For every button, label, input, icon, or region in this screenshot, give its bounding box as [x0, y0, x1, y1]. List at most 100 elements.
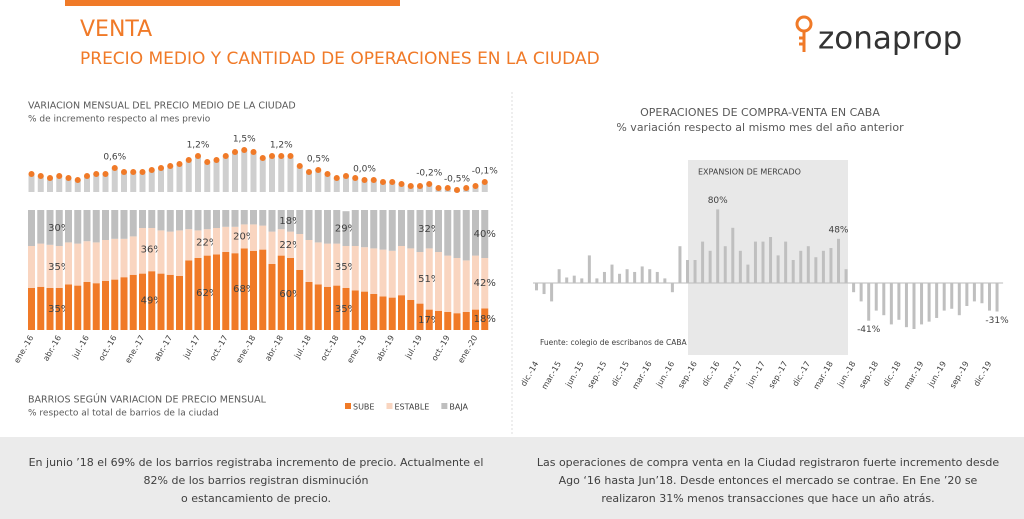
bar-segment — [102, 280, 109, 330]
data-label: 68% — [233, 284, 255, 295]
bar — [121, 172, 127, 192]
logo-icon — [795, 15, 813, 52]
bar — [269, 156, 275, 192]
chart-subtitle: % variación respecto al mismo mes del añ… — [616, 121, 904, 134]
bar-segment — [472, 309, 479, 330]
bar-segment — [157, 210, 165, 231]
dot — [111, 165, 118, 171]
bar-segment — [28, 210, 35, 246]
x-tick-label: jul.-18 — [292, 334, 313, 361]
x-tick-label: dic.-15 — [610, 360, 631, 388]
bar-segment — [240, 224, 248, 249]
bar — [799, 250, 803, 283]
bar — [84, 176, 90, 192]
bar-segment — [370, 294, 378, 330]
bar-segment — [185, 260, 193, 330]
bar-segment — [157, 273, 165, 330]
bar — [361, 180, 368, 192]
x-tick-label: mar.-15 — [540, 360, 563, 391]
data-label: 1,2% — [187, 141, 210, 151]
bar-segment — [28, 288, 35, 330]
note-text: Las operaciones de compra venta en la Ci… — [537, 456, 1000, 469]
bar-segment — [83, 282, 91, 330]
bar — [912, 283, 916, 329]
legend-label: ESTABLE — [394, 403, 429, 412]
bar-segment — [333, 243, 341, 286]
bar-segment — [83, 210, 91, 242]
bar-segment — [231, 226, 239, 254]
bar-segment — [287, 210, 294, 232]
bar — [806, 246, 810, 283]
bar-segment — [231, 210, 239, 227]
x-tick-label: ene.-16 — [12, 334, 35, 365]
bar — [686, 260, 689, 283]
bar-segment — [250, 224, 257, 251]
bar-segment — [240, 210, 248, 225]
bar — [618, 273, 622, 283]
data-label: 60% — [279, 289, 301, 300]
dot — [426, 181, 433, 187]
bar-segment — [481, 210, 489, 258]
bar — [481, 182, 488, 192]
bar-segment — [240, 248, 248, 330]
bar-segment — [46, 210, 54, 245]
dot — [74, 177, 81, 183]
bar — [746, 264, 750, 283]
bar-segment — [398, 246, 405, 296]
bar-segment — [148, 271, 156, 330]
bar-segment — [268, 231, 276, 264]
bar-segment — [213, 254, 220, 330]
x-tick-label: oct.-19 — [430, 334, 452, 363]
bar — [158, 168, 164, 192]
bar — [716, 209, 720, 283]
bar — [829, 248, 833, 283]
bar-segment — [120, 238, 128, 278]
bar — [352, 178, 359, 192]
bar-segment — [453, 313, 461, 330]
bar-segment — [277, 255, 285, 330]
x-tick-label: dic.-16 — [700, 360, 721, 388]
x-tick-label: abr.-16 — [41, 334, 63, 363]
bar-segment — [166, 210, 174, 232]
bar-segment — [120, 277, 128, 330]
legend-swatch — [441, 403, 448, 409]
bar — [821, 250, 825, 283]
legend-swatch — [386, 403, 393, 409]
dot — [28, 171, 35, 177]
bar — [139, 172, 146, 192]
bar-segment — [407, 210, 415, 249]
data-label: 32% — [418, 224, 440, 235]
x-tick-label: abr.-19 — [374, 334, 396, 363]
bar — [670, 283, 674, 293]
dot — [47, 175, 53, 181]
data-label: 0,6% — [103, 153, 126, 163]
x-tick-label: jul.-17 — [181, 334, 202, 361]
bar-segment — [435, 310, 442, 330]
bar — [693, 260, 697, 283]
bar-segment — [333, 210, 341, 244]
bar-segment — [453, 210, 461, 258]
dot — [472, 183, 479, 189]
chart-subtitle: % respecto al total de barrios de la ciu… — [28, 409, 219, 419]
bar — [648, 269, 652, 283]
dot — [65, 175, 72, 181]
data-label: 17% — [418, 315, 440, 326]
x-tick-label: ene.-19 — [345, 334, 368, 365]
bar-segment — [425, 210, 433, 249]
bar — [678, 246, 682, 283]
bar-segment — [83, 241, 91, 282]
notes-band — [0, 437, 1024, 519]
bar-segment — [388, 250, 396, 298]
bar — [701, 241, 705, 283]
x-tick-label: jun.-15 — [563, 360, 585, 390]
bar-segment — [92, 283, 100, 330]
x-tick-label: jun.-18 — [835, 360, 857, 390]
bar — [74, 180, 81, 192]
bar-segment — [370, 210, 378, 249]
bar-segment — [65, 210, 72, 243]
bar-segment — [379, 210, 387, 250]
x-tick-label: ene.-18 — [234, 334, 257, 365]
bar-segment — [324, 286, 331, 330]
dot — [417, 183, 423, 189]
